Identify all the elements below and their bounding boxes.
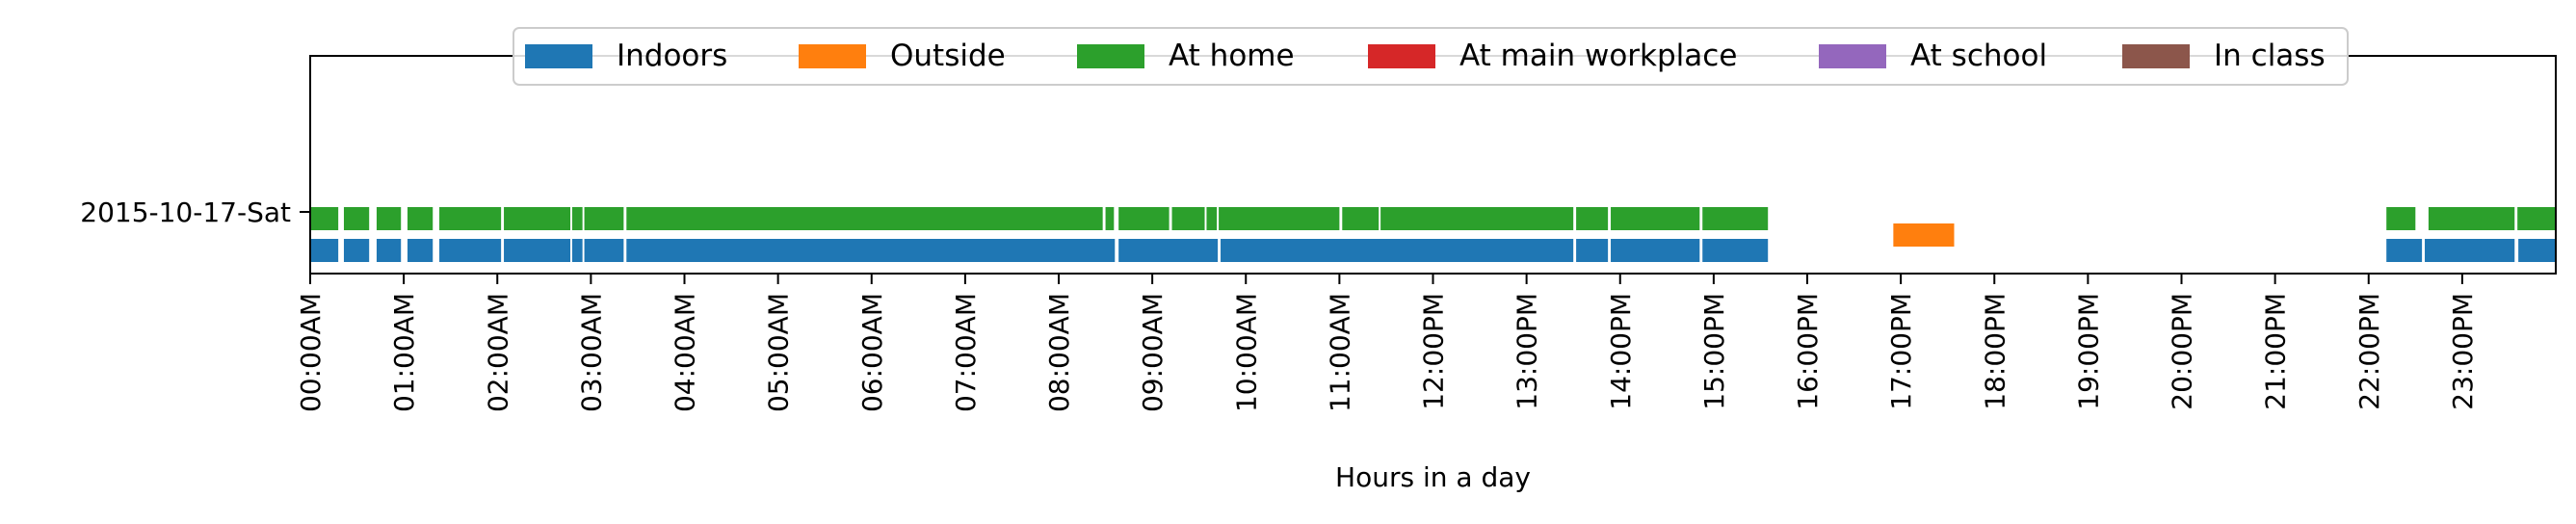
x-tick-label-22: 22:00PM xyxy=(2353,293,2385,410)
legend-label-indoors: Indoors xyxy=(617,39,727,73)
at-home-bar-9 xyxy=(1105,207,1115,230)
legend-swatch-at-main-workplace xyxy=(1368,44,1435,68)
x-tick-label-7: 07:00AM xyxy=(950,293,982,412)
indoors-bar-1 xyxy=(343,239,370,262)
at-home-bar-17 xyxy=(1611,207,1700,230)
x-tick-label-21: 21:00PM xyxy=(2260,293,2292,410)
x-tick-label-16: 16:00PM xyxy=(1792,293,1824,410)
x-tick-label-19: 19:00PM xyxy=(2072,293,2104,410)
at-home-bar-2 xyxy=(376,207,402,230)
at-home-bar-15 xyxy=(1380,207,1574,230)
indoors-bar-12 xyxy=(1611,239,1700,262)
legend: Indoors Outside At home At main workplace At… xyxy=(513,27,2349,86)
at-home-bar-13 xyxy=(1219,207,1340,230)
legend-label-at-home: At home xyxy=(1169,39,1295,73)
x-tick-label-8: 08:00AM xyxy=(1043,293,1075,412)
x-tick-label-3: 03:00AM xyxy=(575,293,607,412)
x-tick-label-0: 00:00AM xyxy=(295,293,327,412)
at-home-bar-5 xyxy=(504,207,571,230)
x-axis-label: Hours in a day xyxy=(1335,461,1531,493)
x-tick-label-6: 06:00AM xyxy=(856,293,888,412)
indoors-bar-13 xyxy=(1702,239,1769,262)
y-axis: 2015-10-17-Sat xyxy=(80,196,310,228)
at-home-bar-6 xyxy=(571,207,583,230)
x-tick-label-10: 10:00AM xyxy=(1230,293,1262,412)
x-tick-label-2: 02:00AM xyxy=(482,293,513,412)
at-home-bar-4 xyxy=(439,207,502,230)
legend-swatch-indoors xyxy=(525,44,592,68)
indoors-bar-8 xyxy=(626,239,1116,262)
x-tick-label-14: 14:00PM xyxy=(1605,293,1637,410)
indoors-bar-3 xyxy=(407,239,434,262)
x-tick-label-9: 09:00AM xyxy=(1137,293,1169,412)
at-home-bar-10 xyxy=(1118,207,1170,230)
indoors-bar-9 xyxy=(1118,239,1219,262)
at-home-bar-3 xyxy=(407,207,434,230)
legend-label-at-school: At school xyxy=(1910,39,2047,73)
x-tick-label-5: 05:00AM xyxy=(763,293,795,412)
x-tick-label-13: 13:00PM xyxy=(1511,293,1543,410)
at-home-bar-16 xyxy=(1576,207,1609,230)
x-tick-label-4: 04:00AM xyxy=(670,293,701,412)
at-home-bar-21 xyxy=(2517,207,2556,230)
legend-label-outside: Outside xyxy=(890,39,1006,73)
x-tick-label-1: 01:00AM xyxy=(388,293,420,412)
x-tick-label-18: 18:00PM xyxy=(1979,293,2011,410)
indoors-bar-6 xyxy=(571,239,583,262)
at-home-bar-19 xyxy=(2386,207,2416,230)
at-home-bar-11 xyxy=(1171,207,1205,230)
x-tick-label-20: 20:00PM xyxy=(2167,293,2198,410)
indoors-bar-5 xyxy=(504,239,571,262)
at-home-bar-8 xyxy=(626,207,1103,230)
at-home-bar-12 xyxy=(1206,207,1218,230)
indoors-bar-0 xyxy=(310,239,339,262)
indoors-bar-10 xyxy=(1221,239,1574,262)
legend-label-in-class: In class xyxy=(2214,39,2326,73)
at-home-bar-14 xyxy=(1342,207,1380,230)
at-home-bar-1 xyxy=(343,207,370,230)
indoors-bar-16 xyxy=(2518,239,2556,262)
indoors-bar-15 xyxy=(2425,239,2515,262)
indoors-bar-11 xyxy=(1576,239,1609,262)
x-tick-label-12: 12:00PM xyxy=(1418,293,1450,410)
at-home-bar-0 xyxy=(310,207,339,230)
legend-label-at-main-workplace: At main workplace xyxy=(1459,39,1737,73)
legend-swatch-at-home xyxy=(1077,44,1144,68)
legend-swatch-outside xyxy=(799,44,866,68)
x-tick-label-15: 15:00PM xyxy=(1698,293,1730,410)
at-home-bar-7 xyxy=(584,207,624,230)
indoors-bar-7 xyxy=(584,239,624,262)
indoors-bar-14 xyxy=(2386,239,2423,262)
indoors-bar-2 xyxy=(376,239,402,262)
legend-swatch-at-school xyxy=(1819,44,1886,68)
marks-layer xyxy=(310,207,2556,262)
outside-bar-0 xyxy=(1893,223,1955,247)
at-home-bar-20 xyxy=(2428,207,2515,230)
x-tick-label-23: 23:00PM xyxy=(2447,293,2479,410)
x-tick-label-11: 11:00AM xyxy=(1324,293,1355,412)
y-tick-label-0: 2015-10-17-Sat xyxy=(80,196,291,228)
indoors-bar-4 xyxy=(439,239,502,262)
x-axis: 00:00AM 01:00AM 02:00AM 03:00AM 04:00AM 05:00… xyxy=(295,274,2479,412)
legend-swatch-in-class xyxy=(2122,44,2190,68)
at-home-bar-18 xyxy=(1702,207,1769,230)
x-tick-label-17: 17:00PM xyxy=(1885,293,1917,410)
